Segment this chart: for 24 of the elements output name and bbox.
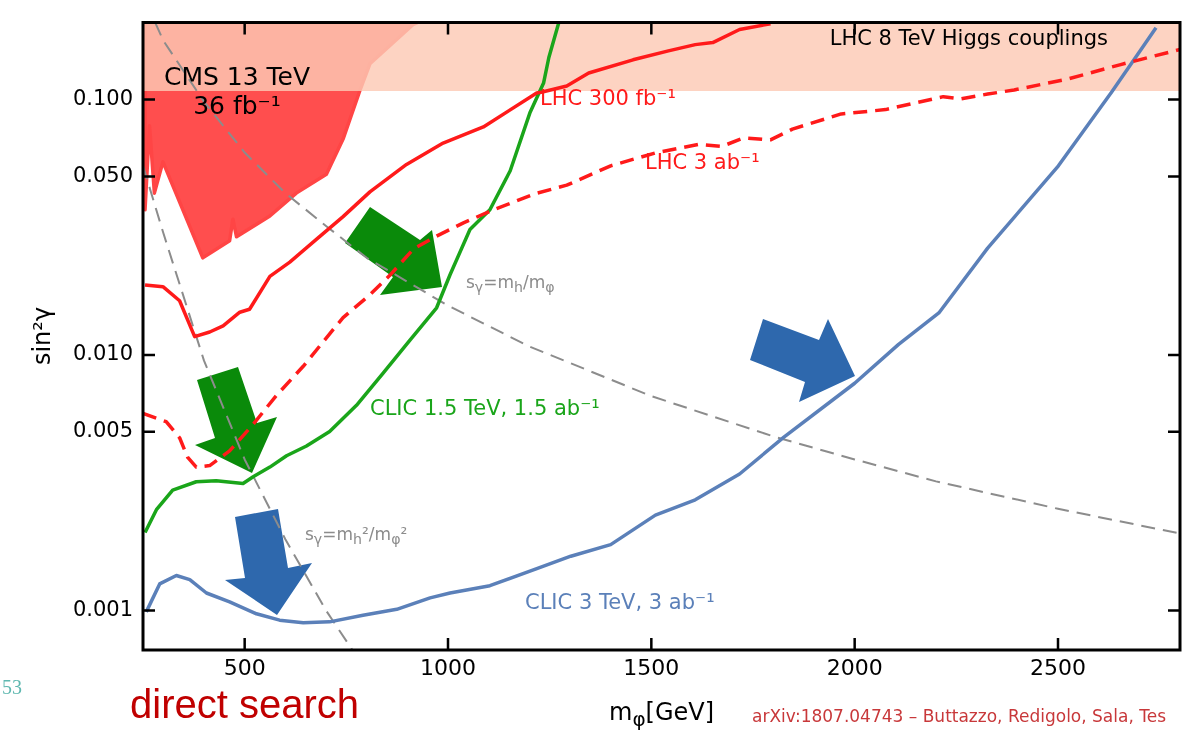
series-label: CLIC 1.5 TeV, 1.5 ab⁻¹ — [370, 396, 600, 420]
y-tick-label: 0.010 — [72, 341, 133, 366]
y-tick-label: 0.050 — [72, 162, 133, 187]
text: 53 — [2, 676, 22, 699]
series-label: CLIC 3 TeV, 3 ab⁻¹ — [525, 590, 715, 614]
series-label: LHC 3 ab⁻¹ — [645, 150, 760, 174]
band-label: LHC 8 TeV Higgs couplings — [829, 26, 1108, 51]
x-tick-label: 500 — [223, 654, 266, 680]
y-tick-label: 0.100 — [72, 85, 133, 110]
y-tick-label: 0.001 — [72, 596, 133, 621]
text: direct search — [130, 682, 359, 727]
series-label: s$_{γ}$=m$_{h}$²/m$_{φ}$² — [305, 524, 408, 548]
y-axis-title: sin²γ — [28, 307, 57, 366]
y-tick-label: 0.005 — [72, 418, 133, 443]
x-axis-title: m$_{φ}$[GeV] — [609, 698, 715, 731]
line-series — [143, 47, 1180, 469]
x-tick-label: 1000 — [420, 654, 476, 680]
text: arXiv:1807.04743 – Buttazzo, Redigolo, Sala, Tes — [752, 706, 1167, 726]
series-label: LHC 300 fb⁻¹ — [540, 86, 676, 110]
x-tick-label: 2000 — [826, 654, 883, 680]
x-tick-label: 2500 — [1030, 654, 1086, 680]
x-tick-label: 1500 — [623, 654, 680, 680]
series-label: s$_{γ}$=m$_{h}$/m$_{φ}$ — [466, 272, 555, 296]
series-label: CMS 13 TeV 36 fb⁻¹ — [162, 62, 312, 120]
